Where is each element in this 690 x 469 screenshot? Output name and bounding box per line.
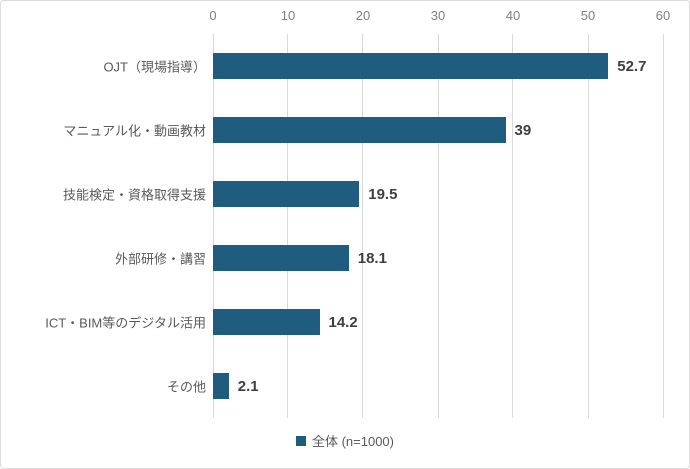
gridline [512, 34, 514, 418]
gridline [287, 34, 289, 418]
bar-row: マニュアル化・動画教材 39 [63, 98, 663, 162]
category-label: ICT・BIM等のデジタル活用 [45, 315, 206, 331]
bar [213, 245, 349, 271]
gridline [587, 34, 589, 418]
x-axis-tick-label: 30 [430, 8, 446, 23]
bar [213, 117, 506, 143]
x-axis-tick-label: 60 [655, 8, 671, 23]
value-label: 2.1 [237, 377, 259, 395]
bar-row: 技能検定・資格取得支援 19.5 [63, 162, 663, 226]
x-axis-tick-label: 40 [505, 8, 521, 23]
bar [213, 309, 320, 335]
value-label: 19.5 [368, 185, 398, 203]
category-label: その他 [166, 379, 206, 395]
x-axis-tick-label: 10 [280, 8, 296, 23]
category-label: 技能検定・資格取得支援 [62, 187, 206, 203]
category-label: 外部研修・講習 [114, 251, 206, 267]
bar-row: OJT（現場指導） 52.7 [103, 34, 663, 98]
x-axis: 0 10 20 30 40 50 60 [209, 7, 670, 25]
bar-row: 外部研修・講習 18.1 [115, 226, 663, 290]
category-label: OJT（現場指導） [103, 59, 206, 75]
plot-area: OJT（現場指導） 52.7 マニュアル化・動画教材 39 技能検定・資格取得支援 19.… [45, 34, 664, 418]
value-label: 14.2 [328, 313, 358, 331]
legend-marker-icon [295, 435, 306, 446]
bar [213, 181, 360, 207]
x-axis-tick-label: 20 [355, 8, 371, 23]
bar-row: その他 2.1 [167, 354, 663, 418]
value-label: 52.7 [617, 57, 647, 75]
gridline [662, 34, 664, 418]
value-label: 18.1 [357, 249, 387, 267]
gridline [212, 34, 214, 418]
legend-label: 全体 (n=1000) [311, 434, 394, 449]
category-label: マニュアル化・動画教材 [63, 123, 206, 139]
bar [213, 53, 609, 79]
bar-row: ICT・BIM等のデジタル活用 14.2 [45, 290, 663, 354]
gridline [362, 34, 364, 418]
value-label: 39 [514, 121, 532, 139]
gridline [437, 34, 439, 418]
bar [213, 373, 229, 399]
x-axis-tick-label: 0 [209, 8, 217, 23]
x-axis-tick-label: 50 [580, 8, 596, 23]
legend: 全体 (n=1000) [1, 431, 689, 450]
